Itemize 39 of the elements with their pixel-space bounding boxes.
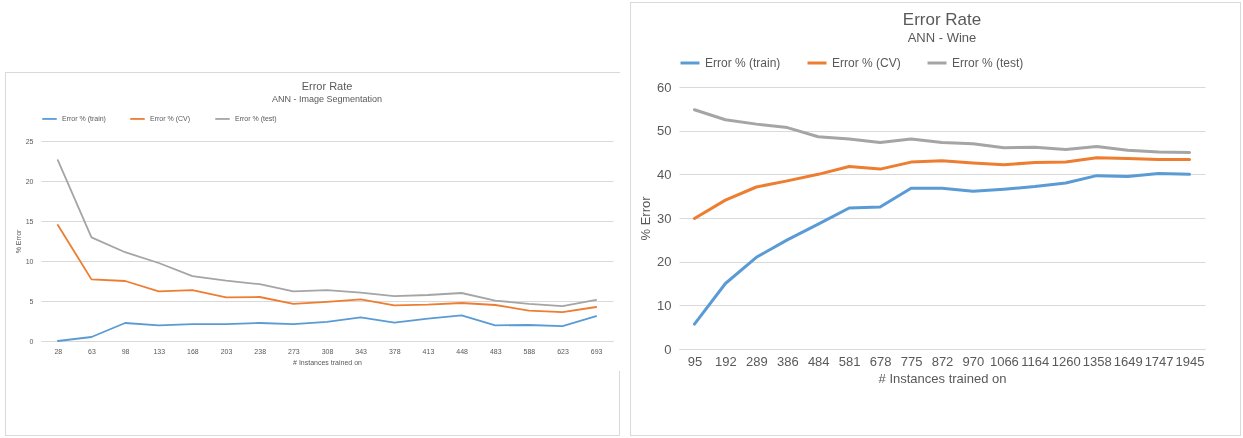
y-tick-label: 60: [657, 79, 672, 95]
x-tick-label: 678: [869, 353, 892, 369]
x-tick-label: 484: [807, 353, 830, 369]
x-tick-label: 1260: [1051, 353, 1081, 369]
chart-subtitle: ANN - Image Segmentation: [271, 94, 383, 104]
chart-title: Error Rate: [902, 10, 982, 29]
x-tick-label: 775: [900, 353, 923, 369]
line-series: [56, 159, 598, 308]
legend-label: Error % (test): [952, 56, 1024, 70]
x-tick-label: 581: [838, 353, 861, 369]
x-tick-label: 1945: [1175, 353, 1205, 369]
x-tick-label: 1164: [1021, 353, 1050, 369]
chart-subtitle: ANN - Wine: [907, 30, 977, 45]
legend-label: Error % (train): [705, 56, 781, 70]
x-tick-label: 386: [776, 353, 799, 369]
legend-label: Error % (CV): [832, 56, 901, 70]
x-tick-label: 1066: [989, 353, 1019, 369]
line-series: [692, 108, 1192, 154]
x-tick-label: 872: [931, 353, 954, 369]
y-tick-label: 20: [657, 254, 672, 270]
y-tick-label: 10: [657, 297, 672, 313]
chart-title: Error Rate: [301, 80, 353, 92]
y-tick-label: 30: [657, 210, 672, 226]
y-tick-label: 0: [664, 341, 672, 357]
x-tick-label: 192: [715, 353, 737, 369]
x-tick-label: 970: [962, 353, 985, 369]
line-series: [692, 171, 1192, 326]
x-tick-label: 1747: [1144, 353, 1174, 369]
x-tick-label: 95: [687, 353, 703, 369]
y-tick-label: 40: [657, 166, 672, 182]
x-tick-label: 1358: [1082, 353, 1112, 369]
y-tick-label: 50: [657, 123, 672, 139]
x-axis-title: # Instances trained on: [878, 370, 1007, 386]
line-series: [56, 314, 598, 342]
line-series: [56, 224, 598, 314]
line-series: [692, 156, 1192, 220]
x-tick-label: 289: [746, 353, 768, 369]
y-axis-title: % Error: [638, 195, 654, 241]
x-tick-label: 1649: [1113, 353, 1143, 369]
